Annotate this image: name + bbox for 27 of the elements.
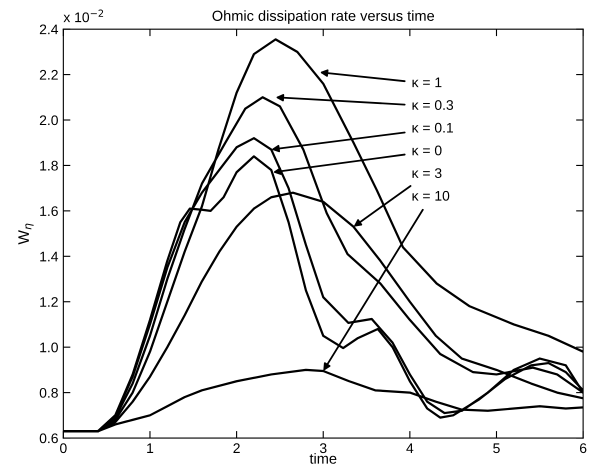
x-tick-label: 5 bbox=[493, 443, 500, 454]
y-tick-label: 2.2 bbox=[40, 70, 58, 80]
text: x 10$^{−2}$ bbox=[64, 10, 104, 22]
y-tick-label: 1.4 bbox=[40, 252, 58, 262]
x-tick-label: 3 bbox=[320, 443, 326, 454]
x-axis-title: time bbox=[310, 453, 336, 464]
x-tick-label: 0 bbox=[60, 443, 67, 454]
y-tick-label: 1.0 bbox=[40, 342, 58, 352]
chart-title: Ohmic dissipation rate versus time bbox=[212, 10, 434, 24]
x-tick-label: 2 bbox=[233, 443, 240, 453]
annotation: κ = 0.3 bbox=[412, 100, 454, 110]
annotation: κ = 0 bbox=[412, 146, 442, 156]
annotation: κ = 3 bbox=[412, 168, 442, 178]
x-tick-label: 4 bbox=[406, 443, 414, 453]
x-tick-label: 6 bbox=[580, 443, 586, 454]
y-tick-label: 0.6 bbox=[40, 433, 58, 444]
y-tick-label: 2.0 bbox=[40, 115, 58, 126]
y-tick-label: 1.2 bbox=[40, 297, 58, 307]
y-tick-label: 1.6 bbox=[40, 206, 58, 216]
annotation: κ = 1 bbox=[412, 78, 442, 88]
annotation: κ = 10 bbox=[412, 190, 450, 201]
y-tick-label: 1.8 bbox=[40, 160, 58, 171]
y-axis-title: W$_{η}$ bbox=[18, 224, 34, 244]
y-tick-label: 2.4 bbox=[40, 24, 58, 34]
x-tick-label: 1 bbox=[147, 443, 154, 453]
annotation: κ = 0.1 bbox=[412, 122, 453, 133]
y-tick-label: 0.8 bbox=[40, 388, 58, 398]
